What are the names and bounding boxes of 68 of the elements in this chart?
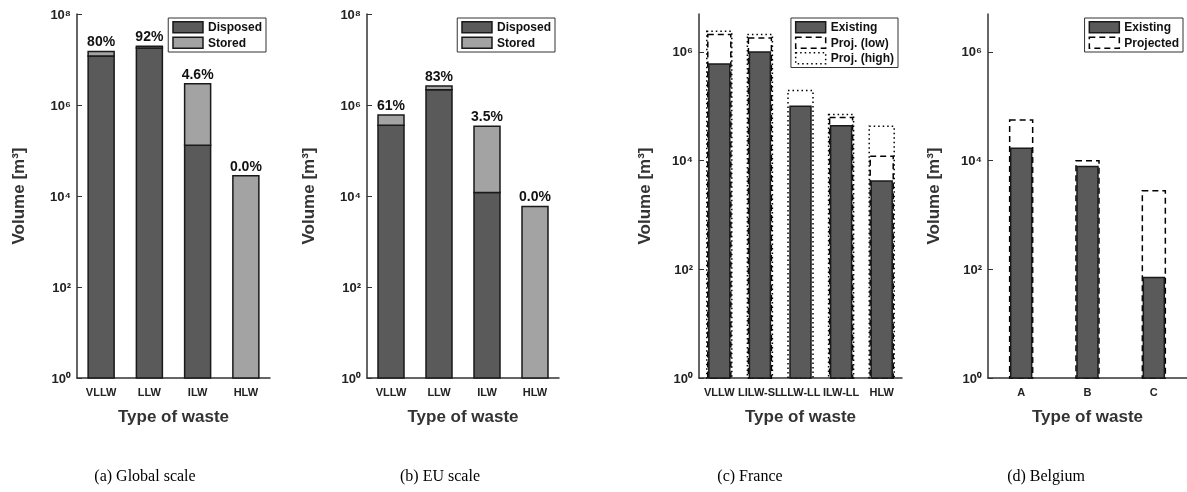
y-tick-label: 10⁶ [50,97,72,113]
y-tick-label: 10⁰ [51,370,71,386]
x-tick-label: HLW [869,385,895,398]
x-tick-label: ILW-LL [822,385,860,398]
legend-label: Existing [830,20,878,35]
text: (d) Belgium [1007,466,1086,485]
y-tick-label: 10⁶ [672,44,694,60]
x-tick-label: A [1017,385,1026,398]
y-tick-label: 10² [342,279,362,295]
y-tick-label: 10⁰ [673,370,693,386]
annotation: 83% [424,68,454,85]
x-tick-label: LLW [137,385,162,398]
bar [521,205,549,379]
legend-label: Disposed [496,20,551,35]
annotation: 4.6% [181,65,215,82]
legend-label: Proj. (low) [830,35,889,50]
y-axis-title: Volume [m³] [924,147,943,245]
x-tick-label: VLLW [704,385,736,398]
legend-label: Existing [1124,20,1171,35]
annotation: 80% [87,33,116,50]
text: (b) EU scale [400,466,480,485]
y-tick-label: 10⁸ [340,6,361,22]
y-tick-label: 10² [674,261,694,277]
x-tick-label: LLW [427,385,452,398]
x-tick-label: HLW [233,385,259,398]
x-tick-label: VLLW [85,385,118,398]
x-tick-label: ILW [477,385,498,398]
y-axis-title: Volume [m³] [299,147,318,245]
y-tick-label: 10⁸ [50,6,71,22]
annotation: 92% [135,28,164,45]
x-tick-label: LILW-SL [738,385,783,398]
x-axis-title: Type of waste [1031,407,1144,426]
legend-label: Stored [496,35,535,50]
y-tick-label: 10⁴ [961,153,982,169]
x-tick-label: ILW [187,385,209,398]
x-tick-label: LLW-LL [780,385,821,398]
legend-label: Stored [207,35,246,50]
y-tick-label: 10⁴ [672,153,693,169]
y-tick-label: 10⁶ [961,44,983,60]
x-tick-label: HLW [522,385,548,398]
x-tick-label: VLLW [375,385,407,398]
x-axis-title: Type of waste [117,407,230,426]
text: (c) France [717,466,783,485]
bar [87,55,115,379]
y-tick-label: 10⁰ [341,370,361,386]
annotation: 61% [376,97,406,114]
y-tick-label: 10⁴ [50,188,71,204]
y-tick-label: 10⁰ [962,370,982,386]
y-tick-label: 10² [52,279,72,295]
y-axis-title: Volume [m³] [9,147,28,245]
text: (a) Global scale [94,466,196,485]
y-tick-label: 10⁴ [340,188,361,204]
y-axis-title: Volume [m³] [635,147,654,245]
x-axis-title: Type of waste [744,407,857,426]
x-axis-title: Type of waste [407,407,519,426]
annotation: 3.5% [471,108,504,125]
legend-label: Projected [1124,35,1179,50]
bar [135,47,164,379]
annotation: 0.0% [519,188,552,205]
x-tick-label: B [1083,385,1092,398]
legend-label: Proj. (high) [830,51,895,66]
annotation: 0.0% [229,157,263,174]
bar [425,89,453,379]
x-tick-label: C [1149,385,1158,398]
y-tick-label: 10⁶ [340,97,362,113]
legend-label: Disposed [207,20,262,35]
y-tick-label: 10² [963,261,983,277]
bar [232,174,260,379]
